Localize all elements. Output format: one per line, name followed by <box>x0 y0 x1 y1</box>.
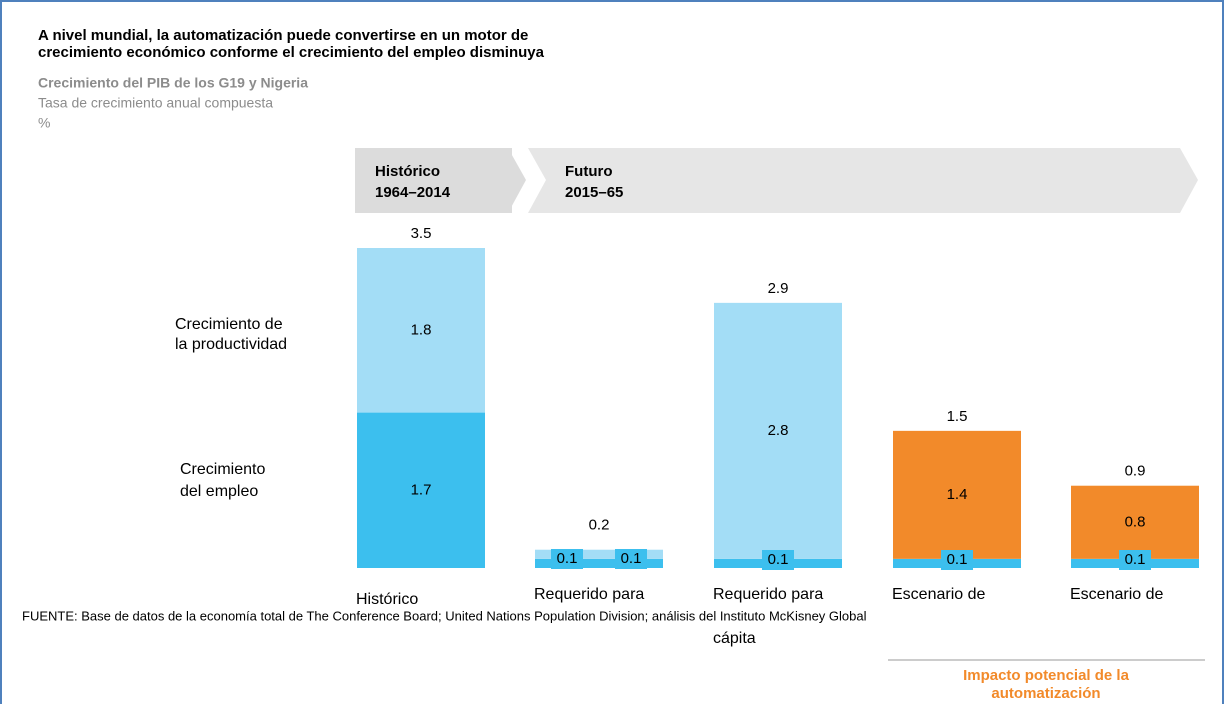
value-label: 1.7 <box>411 481 432 498</box>
series-label: Crecimiento <box>180 461 265 478</box>
period-banner <box>528 148 1198 213</box>
chart-title: crecimiento económico conforme el crecim… <box>38 44 545 61</box>
unit-label: % <box>38 115 50 131</box>
period-banner <box>355 148 526 213</box>
total-label: 1.5 <box>947 408 968 425</box>
period-label: Futuro <box>565 163 612 180</box>
source-band <box>2 608 1222 628</box>
category-label: Escenario de <box>1070 586 1163 603</box>
series-label: del empleo <box>180 483 258 500</box>
total-label: 3.5 <box>411 225 432 242</box>
value-label: 0.1 <box>621 550 642 567</box>
bar-segment <box>1071 485 1199 559</box>
bar-segment <box>357 248 485 413</box>
series-label: Crecimiento de <box>175 316 283 333</box>
value-label: 0.1 <box>1125 551 1146 568</box>
series-label: la productividad <box>175 336 287 353</box>
value-label: 2.8 <box>768 422 789 439</box>
series-label: Impacto potencial de la <box>963 667 1130 684</box>
value-label: 1.4 <box>947 486 968 503</box>
category-label: cápita <box>713 630 756 647</box>
bar-segment <box>357 412 485 568</box>
period-label: Histórico <box>375 163 440 180</box>
banner-gap <box>512 148 540 213</box>
label-box <box>762 550 794 570</box>
bar-segment <box>893 430 1021 559</box>
label-box <box>551 549 583 569</box>
total-label: 0.2 <box>589 517 610 534</box>
label-box <box>615 549 647 569</box>
unit-label: Tasa de crecimiento anual compuesta <box>38 95 273 111</box>
category-label: Escenario de <box>892 586 985 603</box>
bar-segment <box>535 558 663 568</box>
value-label: 0.8 <box>1125 513 1146 530</box>
category-label: Requerido para <box>534 586 644 603</box>
chart-title: A nivel mundial, la automatización puede… <box>38 27 528 44</box>
category-label: Requerido para <box>713 586 823 603</box>
value-label: 0.1 <box>768 551 789 568</box>
value-label: 0.1 <box>947 551 968 568</box>
source-note: FUENTE: Base de datos de la economía tot… <box>22 608 867 623</box>
total-label: 2.9 <box>768 280 789 297</box>
chart-subtitle: Crecimiento del PIB de los G19 y Nigeria <box>38 75 308 91</box>
bar-segment <box>714 302 842 559</box>
bar-segment <box>535 549 663 559</box>
series-label: automatización <box>991 685 1100 702</box>
label-box <box>1119 550 1151 570</box>
category-label: Histórico <box>356 591 418 608</box>
value-label: 0.1 <box>557 550 578 567</box>
period-label: 1964–2014 <box>375 184 451 201</box>
period-label: 2015–65 <box>565 184 623 201</box>
value-label: 1.8 <box>411 321 432 338</box>
total-label: 0.9 <box>1125 463 1146 480</box>
label-box <box>941 550 973 570</box>
